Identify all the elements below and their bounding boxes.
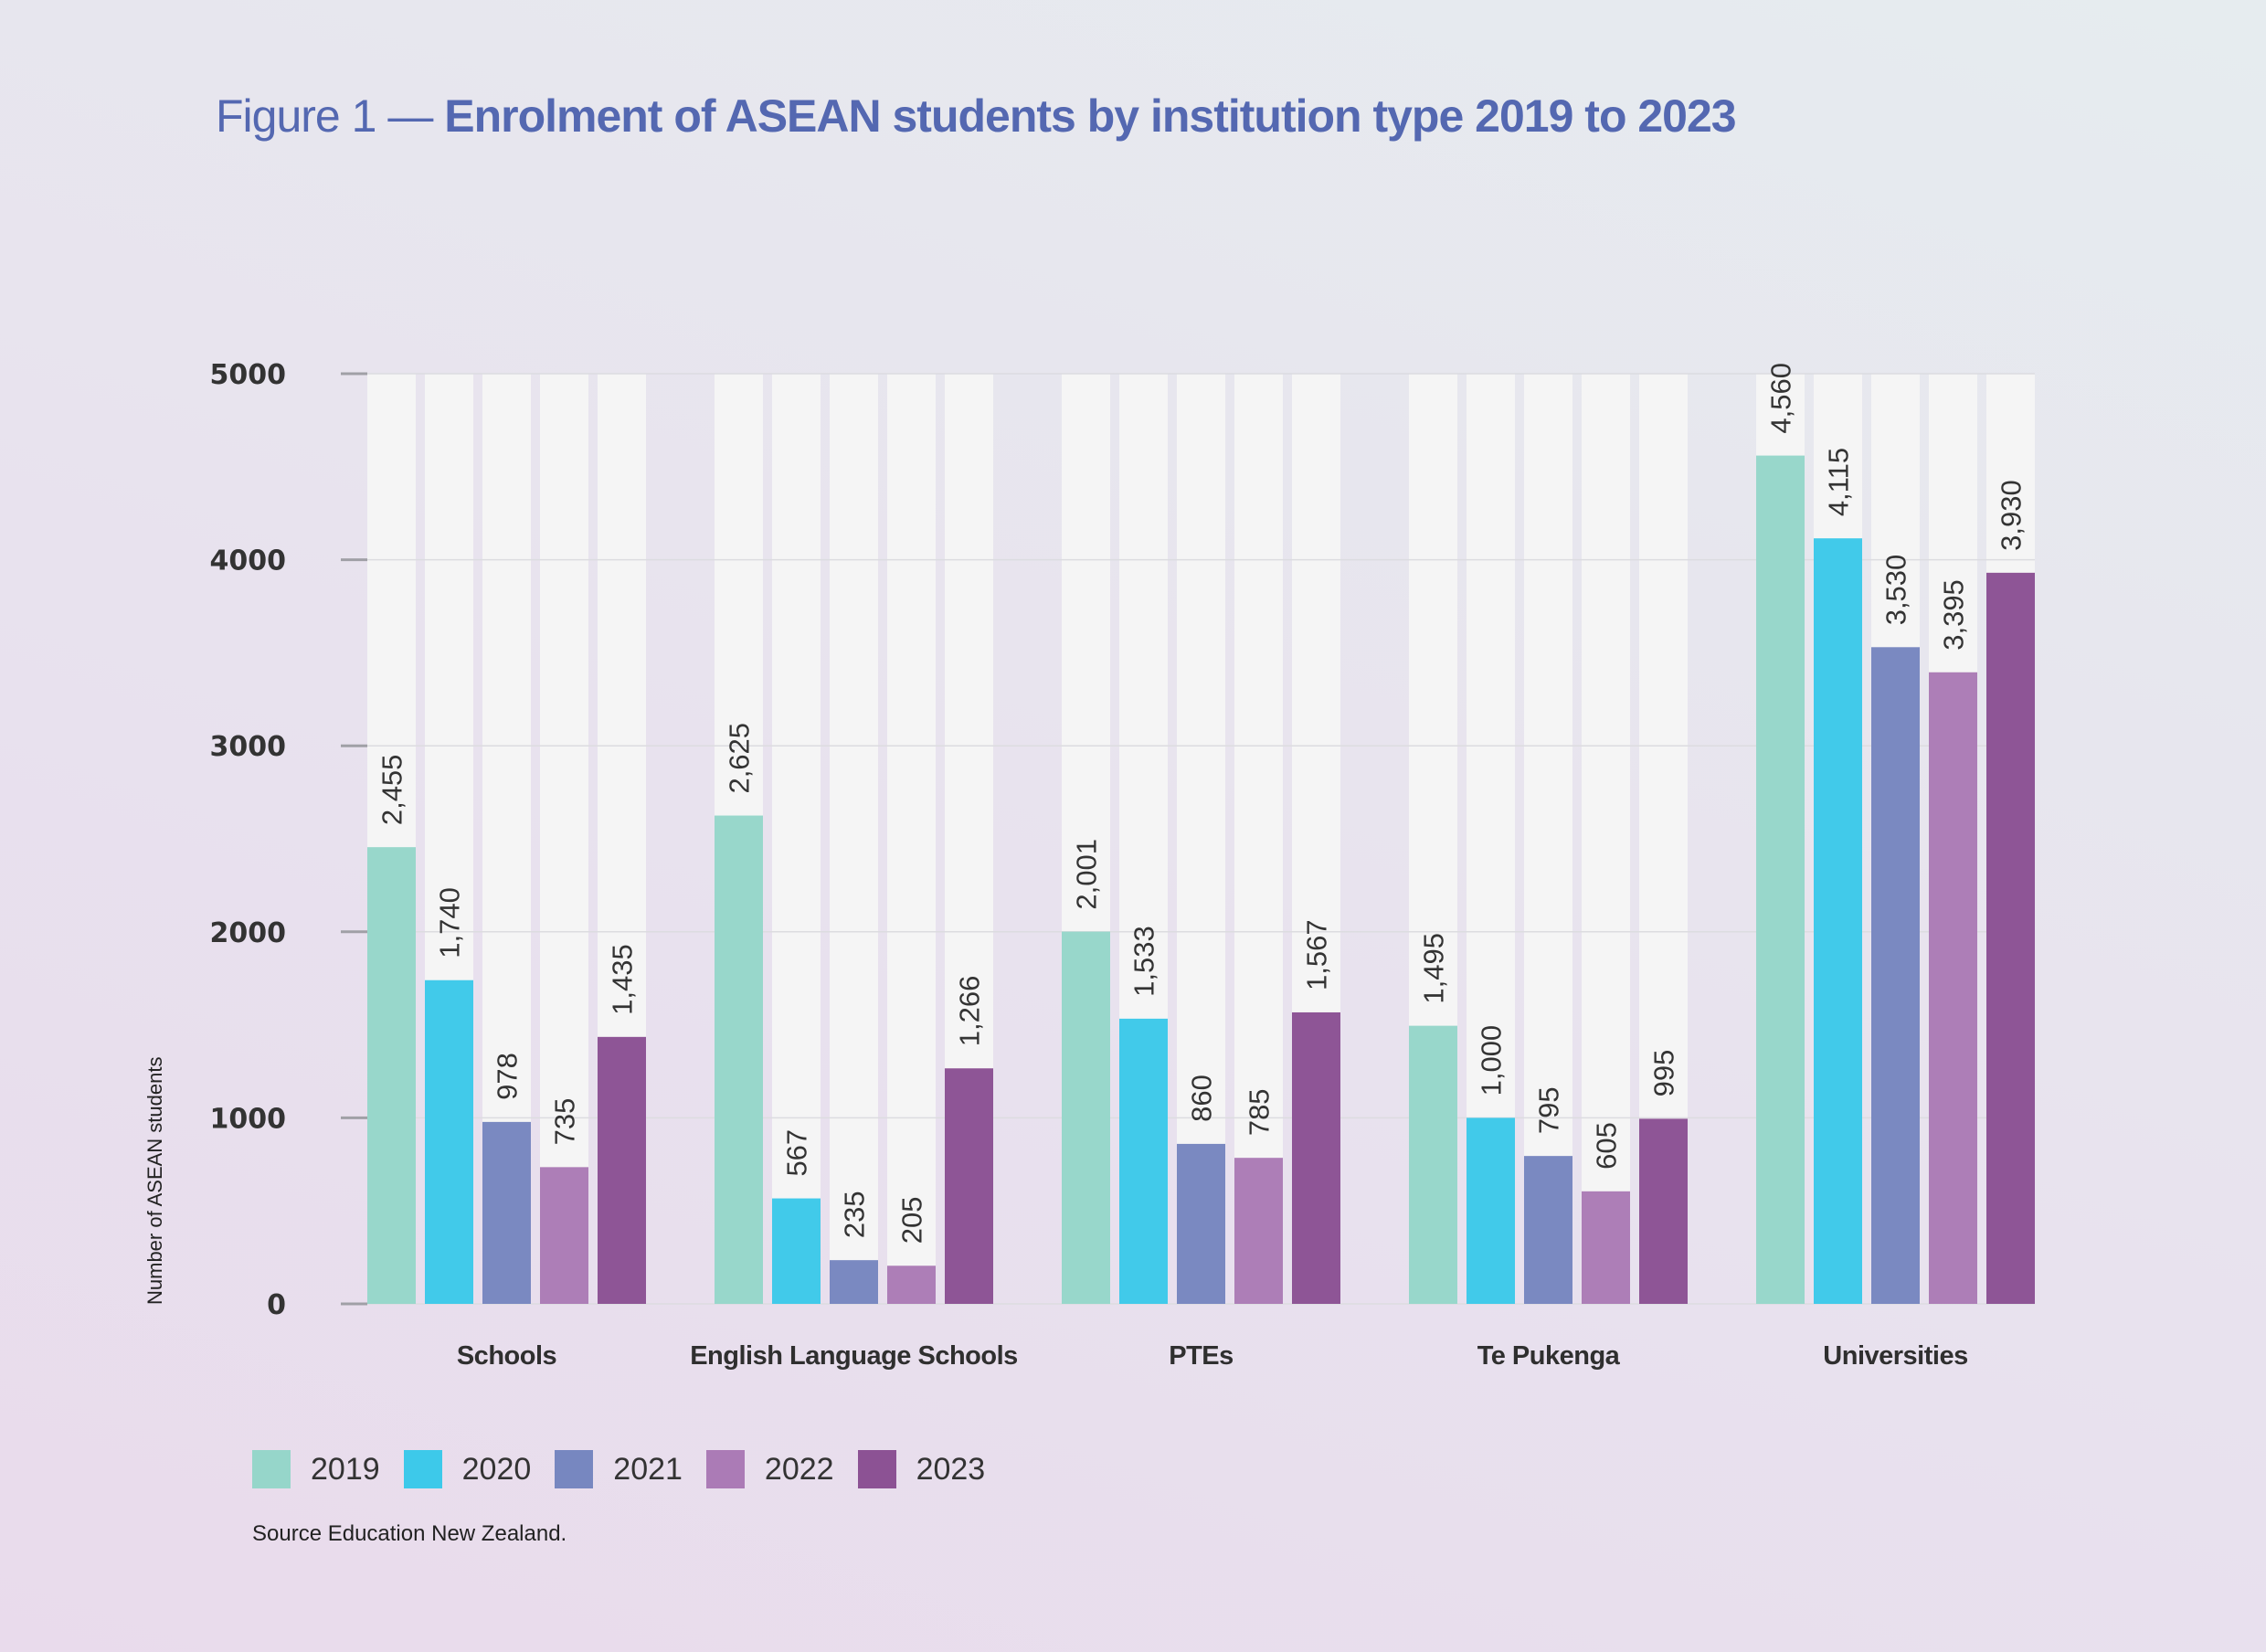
legend-item: 2021 xyxy=(555,1450,683,1488)
legend-item: 2022 xyxy=(705,1450,834,1488)
bar-2022 xyxy=(887,1265,936,1304)
legend: 2019 2020 2021 2022 2023 xyxy=(252,1450,1009,1488)
bar-2020 xyxy=(1814,538,1862,1304)
y-tick-label: 1000 xyxy=(210,1103,287,1135)
figure-title-prefix: Figure 1 — xyxy=(216,90,445,142)
figure-title: Figure 1 — Enrolment of ASEAN students b… xyxy=(216,90,1737,143)
y-axis-label: Number of ASEAN students xyxy=(143,1057,166,1305)
bar-2021 xyxy=(482,1121,531,1304)
data-label: 205 xyxy=(896,1197,928,1244)
y-tick-label: 3000 xyxy=(210,731,287,763)
bar-track xyxy=(540,374,588,1304)
source-note: Source Education New Zealand. xyxy=(252,1521,567,1546)
data-label: 785 xyxy=(1244,1088,1276,1136)
category-label: Universities xyxy=(1823,1341,1967,1371)
x-axis: Schools English Language Schools PTEs Te Pu… xyxy=(457,1341,1968,1371)
bar-2019 xyxy=(1756,455,1805,1305)
bars xyxy=(367,455,2035,1305)
bar-2023 xyxy=(945,1068,993,1304)
bar-2022 xyxy=(540,1167,588,1304)
data-label: 795 xyxy=(1533,1086,1565,1134)
bar-2021 xyxy=(1871,647,1920,1304)
data-label: 3,930 xyxy=(1996,480,2028,551)
bar-2021 xyxy=(1177,1143,1225,1304)
bar-track xyxy=(1234,374,1283,1304)
data-label: 1,000 xyxy=(1476,1025,1508,1096)
bar-2019 xyxy=(715,815,763,1304)
data-label: 3,530 xyxy=(1880,555,1912,626)
bar-2020 xyxy=(772,1198,821,1304)
legend-label: 2022 xyxy=(764,1451,834,1487)
data-label: 1,533 xyxy=(1128,926,1160,997)
data-label: 3,395 xyxy=(1938,579,1970,651)
bar-track xyxy=(1582,374,1630,1304)
legend-label: 2020 xyxy=(461,1451,532,1487)
figure-title-main: Enrolment of ASEAN students by instituti… xyxy=(444,90,1736,142)
data-label: 2,455 xyxy=(376,755,408,826)
y-tick-label: 2000 xyxy=(210,917,287,949)
bar-track xyxy=(887,374,936,1304)
bar-2019 xyxy=(1409,1025,1457,1304)
bar-track xyxy=(830,374,878,1304)
bar-2020 xyxy=(1467,1117,1515,1304)
legend-label: 2019 xyxy=(311,1451,380,1487)
category-label: PTEs xyxy=(1169,1341,1234,1371)
data-label: 860 xyxy=(1186,1075,1218,1122)
y-tick-label: 4000 xyxy=(210,545,287,577)
bar-2023 xyxy=(1986,572,2035,1304)
data-label: 4,560 xyxy=(1765,363,1797,434)
data-label: 995 xyxy=(1648,1050,1680,1097)
data-label: 1,495 xyxy=(1418,933,1450,1004)
category-label: Schools xyxy=(457,1341,556,1371)
bar-2023 xyxy=(598,1036,646,1304)
data-label: 735 xyxy=(549,1098,581,1146)
legend-item: 2023 xyxy=(857,1450,986,1488)
legend-swatch xyxy=(403,1450,442,1488)
data-labels: 2,455 2,625 2,001 1,495 4,560 1,740 567 1,533 1,… xyxy=(376,363,2028,1244)
data-label: 2,625 xyxy=(724,723,756,794)
legend-swatch xyxy=(857,1450,896,1488)
bar-2019 xyxy=(367,847,416,1304)
y-tick-label: 0 xyxy=(267,1289,286,1321)
bar-track xyxy=(772,374,821,1304)
data-label: 567 xyxy=(781,1129,813,1177)
data-label: 1,740 xyxy=(434,887,466,958)
bar-2022 xyxy=(1929,672,1977,1304)
bar-2023 xyxy=(1292,1011,1340,1304)
data-label: 235 xyxy=(839,1191,871,1238)
data-label: 978 xyxy=(492,1053,524,1100)
bar-2020 xyxy=(425,980,473,1304)
data-label: 1,567 xyxy=(1301,919,1333,990)
data-label: 1,266 xyxy=(954,976,986,1047)
y-tick-label: 5000 xyxy=(210,359,287,391)
bar-2022 xyxy=(1582,1191,1630,1304)
bar-2020 xyxy=(1119,1018,1168,1304)
legend-swatch xyxy=(555,1450,594,1488)
bar-2021 xyxy=(830,1260,878,1304)
legend-label: 2023 xyxy=(916,1451,986,1487)
y-axis: 0 1000 2000 3000 4000 5000 xyxy=(210,359,367,1321)
category-label: Te Pukenga xyxy=(1477,1341,1621,1371)
data-label: 1,435 xyxy=(607,944,639,1015)
data-label: 2,001 xyxy=(1071,839,1103,910)
bar-2019 xyxy=(1062,931,1110,1304)
legend-swatch xyxy=(252,1450,291,1488)
bar-2023 xyxy=(1639,1118,1688,1304)
data-label: 605 xyxy=(1591,1122,1623,1170)
bar-2022 xyxy=(1234,1158,1283,1304)
data-label: 4,115 xyxy=(1823,448,1855,516)
bar-2021 xyxy=(1524,1156,1572,1304)
category-label: English Language Schools xyxy=(690,1341,1018,1371)
legend-item: 2020 xyxy=(403,1450,532,1488)
legend-item: 2019 xyxy=(252,1450,380,1488)
legend-swatch xyxy=(705,1450,745,1488)
bar-track xyxy=(1524,374,1572,1304)
legend-label: 2021 xyxy=(613,1451,683,1487)
